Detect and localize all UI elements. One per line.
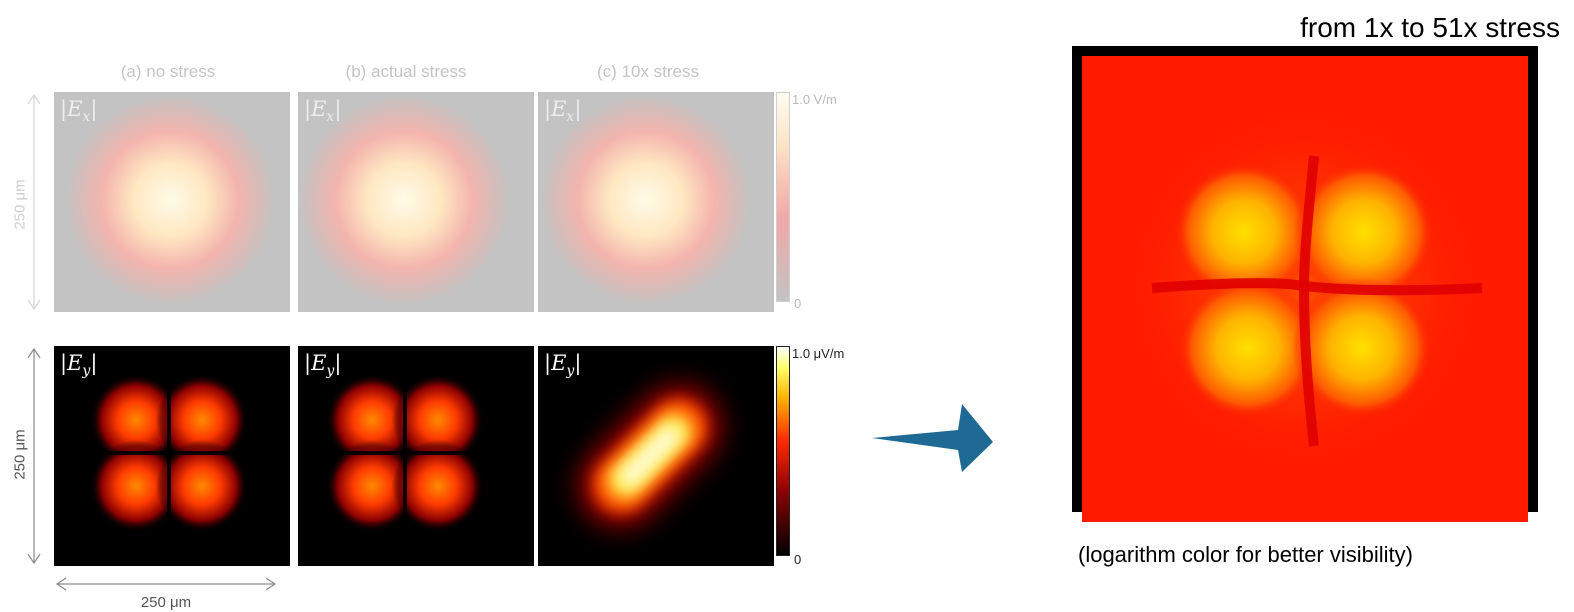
component-label-ex-b: |Ex| bbox=[304, 97, 342, 126]
component-label-ey-a: |Ey| bbox=[60, 351, 98, 380]
result-log-quadrupole bbox=[1082, 56, 1528, 522]
panel-ex-no-stress: |Ex| bbox=[54, 92, 290, 312]
result-lobe-top-left bbox=[1174, 162, 1314, 302]
colorbar-ex bbox=[776, 92, 790, 302]
panel-ex-actual-stress: |Ex| bbox=[298, 92, 534, 312]
ey-quadrupole-b bbox=[298, 346, 534, 566]
ex-gaussian-spot-a bbox=[65, 95, 275, 305]
colorbar-ey-max-label: 1.0 μV/m bbox=[792, 346, 845, 361]
component-label-ex-a: |Ex| bbox=[60, 97, 98, 126]
result-lobe-bottom-left bbox=[1178, 278, 1318, 418]
column-title-c: (c) 10x stress bbox=[596, 62, 700, 81]
ey-quadrupole-a bbox=[54, 346, 290, 566]
colorbar-ex-max-label: 1.0 V/m bbox=[792, 92, 837, 107]
result-lobe-top-right bbox=[1294, 162, 1434, 302]
height-dimension-arrow-bottom bbox=[27, 347, 41, 565]
result-panel-frame bbox=[1072, 46, 1538, 522]
right-arrow-icon bbox=[872, 404, 993, 472]
panel-ey-no-stress: |Ey| bbox=[54, 346, 290, 566]
panel-ey-actual-stress: |Ey| bbox=[298, 346, 534, 566]
width-dimension-label: 250 μm bbox=[140, 594, 192, 611]
lobe-top-left bbox=[90, 374, 182, 466]
colorbar-ey bbox=[776, 346, 790, 556]
height-dimension-label-top: 250 μm bbox=[11, 179, 29, 230]
lobe-top-right bbox=[156, 374, 248, 466]
ex-gaussian-spot-c bbox=[541, 95, 751, 305]
colorbar-ex-min-label: 0 bbox=[794, 296, 802, 311]
height-dimension-label-bottom: 250 μm bbox=[11, 429, 29, 480]
component-label-ex-c: |Ex| bbox=[544, 97, 582, 126]
colorbar-ey-min-label: 0 bbox=[794, 552, 802, 567]
panel-ex-10x-stress: |Ex| bbox=[538, 92, 774, 312]
width-dimension-arrow bbox=[55, 577, 277, 591]
column-title-a: (a) no stress bbox=[120, 62, 216, 81]
result-caption: (logarithm color for better visibility) bbox=[1078, 542, 1413, 567]
lobe-bottom-right bbox=[156, 440, 248, 532]
result-title: from 1x to 51x stress bbox=[1300, 12, 1560, 43]
column-title-b: (b) actual stress bbox=[345, 62, 467, 81]
ey-tilted-lobe-c bbox=[580, 386, 720, 526]
panel-ey-10x-stress: |Ey| bbox=[538, 346, 774, 566]
ex-gaussian-spot-b bbox=[299, 95, 509, 305]
component-label-ey-c: |Ey| bbox=[544, 351, 582, 380]
component-label-ey-b: |Ey| bbox=[304, 351, 342, 380]
result-lobe-bottom-right bbox=[1292, 278, 1432, 418]
lobe-bottom-left bbox=[90, 440, 182, 532]
height-dimension-arrow-top bbox=[27, 93, 41, 311]
